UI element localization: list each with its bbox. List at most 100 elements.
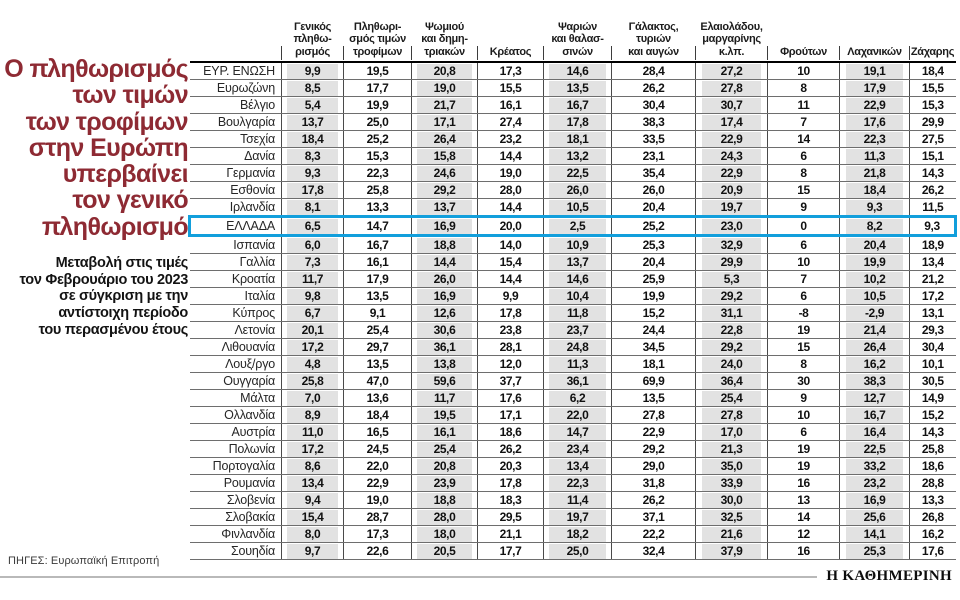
value-text: 11,7	[286, 271, 339, 287]
value-cell: 23,1	[611, 147, 696, 165]
value-text: 37,1	[642, 509, 665, 524]
value-cell: 8	[767, 355, 840, 373]
value-cell: 14,1	[839, 525, 910, 543]
value-text: 17,4	[701, 114, 762, 130]
value-cell: 24,4	[611, 321, 696, 339]
value-cell: 18,0	[411, 525, 478, 543]
source-note: ΠΗΓΕΣ: Ευρωπαϊκή Επιτροπή	[8, 555, 160, 567]
value-text: 17,3	[366, 526, 389, 541]
value-cell: 13,7	[411, 198, 478, 217]
value-cell: 26,0	[411, 270, 478, 288]
value-cell: 15,2	[909, 406, 956, 424]
value-text: 15,2	[642, 305, 665, 320]
row-label: Σλοβακία	[189, 508, 282, 526]
value-cell: 24,8	[543, 338, 612, 356]
value-text: 16,2	[921, 526, 944, 541]
value-cell: 29,2	[411, 181, 478, 199]
value-cell: 25,2	[611, 215, 696, 237]
value-text: 20,4	[845, 237, 904, 253]
value-text: 17,2	[286, 441, 339, 457]
row-label: Τσεχία	[189, 130, 282, 148]
value-text: 14,4	[417, 254, 472, 270]
value-text: 17,6	[845, 114, 904, 130]
value-text: 14,3	[921, 165, 944, 180]
value-cell: 35,0	[695, 457, 768, 475]
value-cell: 29,0	[611, 457, 696, 475]
value-cell: 8,0	[281, 525, 344, 543]
row-label: Σουηδία	[189, 542, 282, 560]
value-text: 28,1	[499, 339, 522, 354]
value-text: 9,3	[286, 165, 339, 181]
value-cell: 25,8	[909, 440, 956, 458]
value-text: 17,2	[921, 288, 944, 303]
value-cell: 33,9	[695, 474, 768, 492]
value-cell: 14,6	[543, 62, 612, 80]
value-cell: 17,8	[477, 474, 544, 492]
value-text: 17,6	[499, 390, 522, 405]
value-text: 13,5	[549, 80, 606, 96]
value-text: 29,2	[701, 288, 762, 304]
value-text: 10,1	[921, 356, 944, 371]
value-text: 6	[800, 148, 807, 163]
value-cell: 22,6	[343, 542, 412, 560]
value-text: 14,6	[549, 271, 606, 287]
value-text: 21,2	[921, 271, 944, 286]
value-cell: 20,0	[477, 215, 544, 237]
value-text: 9,1	[369, 305, 386, 320]
value-cell: 10,5	[543, 198, 612, 217]
value-cell: 17,2	[909, 287, 956, 305]
value-text: 22,9	[701, 165, 762, 181]
value-text: 30,4	[642, 97, 665, 112]
value-text: 12,7	[845, 390, 904, 406]
value-cell: 31,1	[695, 304, 768, 322]
value-cell: 18,4	[839, 181, 910, 199]
value-cell: 16,9	[411, 287, 478, 305]
value-cell: 19,9	[343, 96, 412, 114]
value-cell: 9,1	[343, 304, 412, 322]
value-text: 26,2	[921, 182, 944, 197]
corner-cell	[189, 6, 282, 63]
value-text: 6	[800, 288, 807, 303]
value-cell: 15,8	[411, 147, 478, 165]
value-cell: 6	[767, 235, 840, 254]
value-cell: 29,5	[477, 508, 544, 526]
value-text: 14,3	[921, 424, 944, 439]
value-cell: 17,0	[695, 423, 768, 441]
value-text: 16,5	[366, 424, 389, 439]
value-cell: 30,7	[695, 96, 768, 114]
row-label: ΕΥΡ. ΕΝΩΣΗ	[189, 62, 282, 80]
value-text: 23,7	[549, 322, 606, 338]
value-cell: 16	[767, 474, 840, 492]
value-text: 9,9	[286, 63, 339, 79]
value-cell: 18,3	[477, 491, 544, 509]
value-cell: 21,2	[909, 270, 956, 288]
value-text: 10	[797, 407, 810, 422]
value-text: 16,1	[366, 254, 389, 269]
value-text: 19,9	[642, 288, 665, 303]
value-cell: 13,6	[343, 389, 412, 407]
value-cell: 36,1	[543, 372, 612, 390]
value-text: 13,1	[921, 305, 944, 320]
value-cell: 18,4	[343, 406, 412, 424]
value-text: 19,0	[417, 80, 472, 96]
inflation-table: Γενικός πληθω- ρισμός Πληθωρι- σμός τιμών…	[188, 6, 957, 560]
value-text: 47,0	[366, 373, 389, 388]
row-label: Ιρλανδία	[189, 198, 282, 217]
value-cell: 16,2	[839, 355, 910, 373]
value-text: 29,3	[921, 322, 944, 337]
value-cell: 27,8	[695, 79, 768, 97]
value-text: 26,0	[642, 182, 665, 197]
table-row: Δανία 8,3 15,3 15,8 14,4 13,2 23,1 24,3 6 11,3 15,…	[189, 147, 956, 165]
value-text: 6,5	[286, 218, 339, 234]
value-text: 7,3	[286, 254, 339, 270]
value-text: 16,7	[845, 407, 904, 423]
value-text: 69,9	[642, 373, 665, 388]
value-cell: 13,5	[343, 287, 412, 305]
row-label: Βέλγιο	[189, 96, 282, 114]
value-cell: 37,7	[477, 372, 544, 390]
row-label: ΕΛΛΑΔΑ	[188, 215, 282, 237]
value-text: 10,4	[549, 288, 606, 304]
row-label: Φινλανδία	[189, 525, 282, 543]
value-text: 22,9	[845, 97, 904, 113]
value-text: 38,3	[642, 114, 665, 129]
